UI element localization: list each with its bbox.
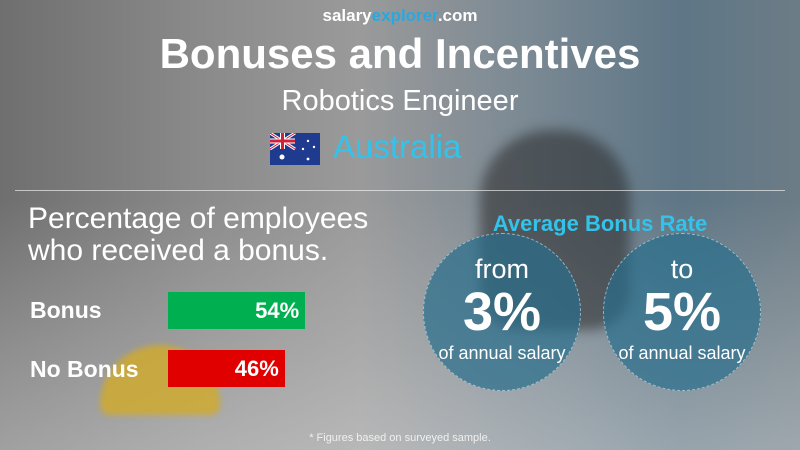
to-value: 5% <box>642 282 722 342</box>
bar-label-no-bonus: No Bonus <box>30 356 139 382</box>
page-title: Bonuses and Incentives <box>159 30 641 77</box>
bar-no-bonus: 46% <box>168 350 285 387</box>
bar-value-label: 46% <box>234 355 279 381</box>
from-circle: from 3% of annual salary <box>423 233 581 391</box>
to-unit: of annual salary <box>618 343 746 363</box>
logo-part: salary <box>322 6 372 25</box>
from-value: 3% <box>462 282 542 342</box>
from-unit: of annual salary <box>438 343 566 363</box>
bar-bonus: 54% <box>168 292 306 329</box>
bar-value-label: 54% <box>255 297 300 323</box>
chart-question: Percentage of employees who received a bo… <box>28 203 368 267</box>
logo-part: explorer <box>371 6 438 25</box>
footnote: * Figures based on surveyed sample. <box>309 432 491 444</box>
logo-part: .com <box>437 6 478 25</box>
bar-label-bonus: Bonus <box>30 297 102 323</box>
question-line: who received a bonus. <box>28 234 329 267</box>
country-name: Australia <box>333 128 462 165</box>
to-label: to <box>670 254 694 284</box>
divider <box>15 190 785 191</box>
australia-flag-icon <box>270 133 320 165</box>
question-line: Percentage of employees <box>28 202 369 235</box>
from-label: from <box>475 254 529 284</box>
to-circle: to 5% of annual salary <box>603 233 761 391</box>
average-bonus-title: Average Bonus Rate <box>492 211 708 236</box>
job-title: Robotics Engineer <box>281 85 519 117</box>
site-logo[interactable]: salaryexplorer.com <box>0 6 800 26</box>
